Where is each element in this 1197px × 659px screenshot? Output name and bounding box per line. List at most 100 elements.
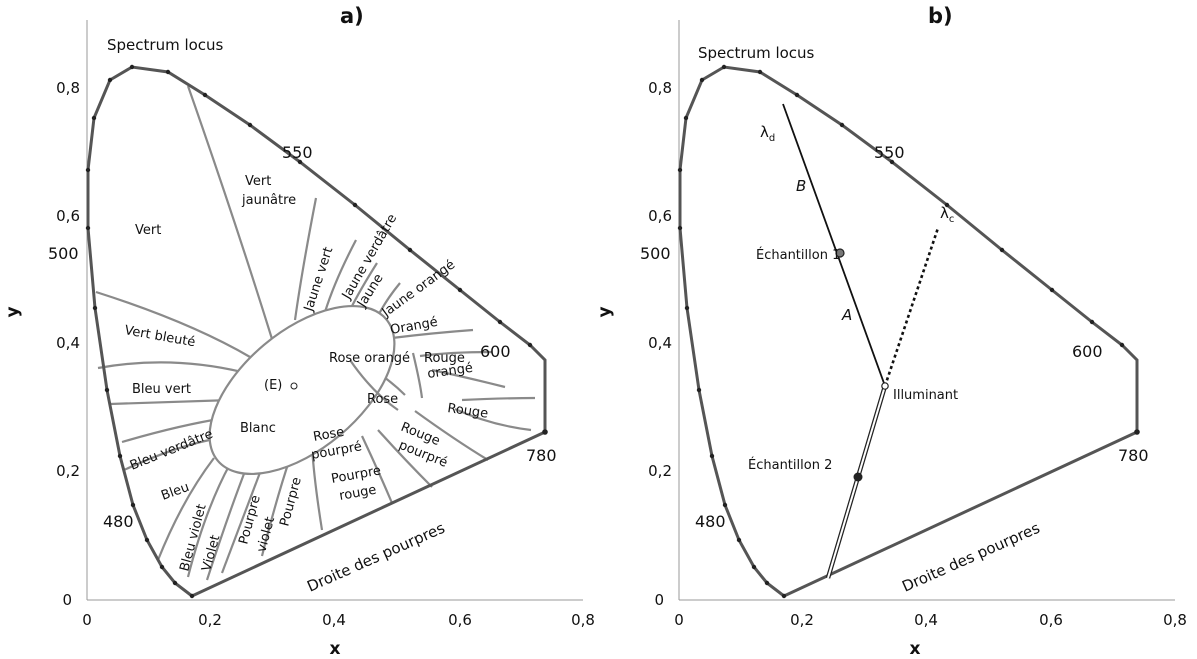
- region-rose-pourpre-1: Rose: [312, 425, 345, 445]
- lambda-c-label: λc: [940, 204, 954, 225]
- region-violet: Violet: [199, 534, 223, 574]
- region-blanc: Blanc: [240, 421, 276, 436]
- region-vert-bleute: Vert bleuté: [123, 323, 196, 350]
- boundary-rouge-orange-top: [419, 350, 493, 358]
- region-bleu-vert: Bleu vert: [132, 382, 191, 397]
- boundary-rouge-pourpre-left: [377, 429, 433, 488]
- boundary-rouge: [454, 407, 532, 432]
- panel-a-xtick-4: 0,8: [571, 611, 595, 629]
- boundary-bleu-vert: [109, 398, 233, 406]
- boundary-jaune-verdatre: [323, 239, 357, 313]
- wavelength-780-a: 780: [526, 446, 557, 465]
- panel-b-xtick-1: 0,2: [790, 611, 814, 629]
- region-jaune-vert: Jaune vert: [301, 245, 336, 314]
- boundary-bleu-violet-1: [156, 457, 215, 561]
- panel-a-xtick-1: 0,2: [198, 611, 222, 629]
- wavelength-480-a: 480: [103, 512, 134, 531]
- region-rose-orange: Rose orangé: [329, 351, 410, 366]
- panel-b: b) 0 0,2 0,4 0,6 0,8 0 0,2 0,4 0,6 0,8 x…: [595, 4, 1187, 659]
- panel-b-title: b): [928, 4, 953, 28]
- panel-b-ytick-2: 0,4: [648, 334, 672, 352]
- white-point-label: (E): [264, 378, 282, 393]
- panel-a-xtick-0: 0: [82, 611, 92, 629]
- complementary-line-lambda-c: [883, 227, 940, 387]
- region-rouge-orange-2: orangé: [426, 361, 473, 382]
- wavelength-600-b: 600: [1072, 342, 1103, 361]
- panel-b-xtick-2: 0,4: [914, 611, 938, 629]
- boundary-rose-ellipse-inner: [349, 359, 399, 411]
- dominant-line-lambda-d: [782, 103, 886, 387]
- wavelength-600-a: 600: [480, 342, 511, 361]
- region-rouge: Rouge: [446, 401, 489, 422]
- region-bleu-verdatre: Bleu verdâtre: [128, 427, 215, 474]
- boundary-vert-bleute-bottom: [97, 361, 243, 374]
- panel-a-title: a): [340, 4, 364, 28]
- panel-b-ytick-4: 0,8: [648, 79, 672, 97]
- spectrum-locus-label-b: Spectrum locus: [698, 44, 815, 62]
- boundary-rose: [461, 396, 536, 402]
- panel-b-ytick-1: 0,2: [648, 462, 672, 480]
- sample-2-line-inner: [827, 385, 886, 579]
- wavelength-780-b: 780: [1118, 446, 1149, 465]
- wavelength-550-a: 550: [282, 143, 313, 162]
- region-jaune-orange: Jaune orangé: [379, 257, 458, 320]
- wavelength-500-a: 500: [48, 244, 79, 263]
- panel-a-ytick-3: 0,6: [56, 207, 80, 225]
- sample-2-point: [853, 472, 863, 482]
- locus-markers-b: [677, 64, 1140, 599]
- panel-b-y-label: y: [595, 306, 615, 317]
- purple-line-label-a: Droite des pourpres: [304, 519, 447, 596]
- panel-a-ytick-2: 0,4: [56, 334, 80, 352]
- panel-b-x-label: x: [910, 639, 921, 659]
- sample-1-point: [835, 248, 845, 258]
- region-vert-jaunatre-2: jaunâtre: [241, 193, 296, 208]
- panel-b-ytick-0: 0: [654, 591, 664, 609]
- segment-a-label: A: [841, 306, 852, 324]
- region-vert: Vert: [135, 223, 161, 238]
- panel-b-xtick-3: 0,6: [1039, 611, 1063, 629]
- region-rose: Rose: [367, 392, 398, 407]
- purple-line-b: [783, 430, 1138, 598]
- wavelength-550-b: 550: [874, 143, 905, 162]
- illuminant-point: [881, 382, 889, 390]
- wavelength-500-b: 500: [640, 244, 671, 263]
- sample-1-label: Échantillon 1: [756, 247, 840, 263]
- panel-b-xtick-0: 0: [674, 611, 684, 629]
- segment-b-label: B: [796, 177, 806, 195]
- panel-a: a) 0 0,2 0,4 0,6 0,8 0 0,2 0,4 0,6 0,8 x…: [3, 4, 595, 659]
- illuminant-label: Illuminant: [893, 388, 958, 403]
- spectrum-locus-b: [678, 65, 1139, 598]
- boundary-vert-jaunatre: [186, 85, 274, 340]
- sample-2-label: Échantillon 2: [748, 457, 832, 473]
- panel-a-x-label: x: [330, 639, 341, 659]
- boundary-bleu-violet-2: [186, 463, 231, 578]
- boundary-rouge-pourpre-right: [414, 410, 489, 461]
- purple-line-label-b: Droite des pourpres: [899, 519, 1042, 596]
- purple-line-a: [191, 430, 546, 598]
- boundary-orange: [391, 328, 474, 340]
- lambda-d-label: λd: [760, 123, 775, 144]
- white-region-ellipse: [208, 304, 396, 476]
- panel-a-xtick-3: 0,6: [448, 611, 472, 629]
- panel-a-xtick-2: 0,4: [322, 611, 346, 629]
- region-pourpre-rouge-2: rouge: [338, 483, 378, 504]
- panel-a-y-label: y: [3, 306, 23, 317]
- boundary-vert-bleute-top: [95, 290, 251, 358]
- boundary-rose-orange-inner: [411, 352, 424, 399]
- boundary-violet: [205, 465, 249, 581]
- panel-b-xtick-4: 0,8: [1163, 611, 1187, 629]
- spectrum-locus-a: [86, 65, 547, 598]
- region-rouge-orange-1: Rouge: [424, 351, 465, 366]
- panel-a-ytick-1: 0,2: [56, 462, 80, 480]
- equal-energy-point: [290, 382, 298, 390]
- boundary-jaune-vert: [293, 197, 318, 321]
- panel-a-ytick-4: 0,8: [56, 79, 80, 97]
- panel-b-ytick-3: 0,6: [648, 207, 672, 225]
- boundary-rouge-orange-bottom: [431, 368, 506, 389]
- wavelength-480-b: 480: [695, 512, 726, 531]
- region-pourpre-violet-2: violet: [254, 515, 278, 554]
- region-vert-jaunatre-1: Vert: [245, 174, 271, 189]
- spectrum-locus-label-a: Spectrum locus: [107, 36, 224, 54]
- panel-a-ytick-0: 0: [62, 591, 72, 609]
